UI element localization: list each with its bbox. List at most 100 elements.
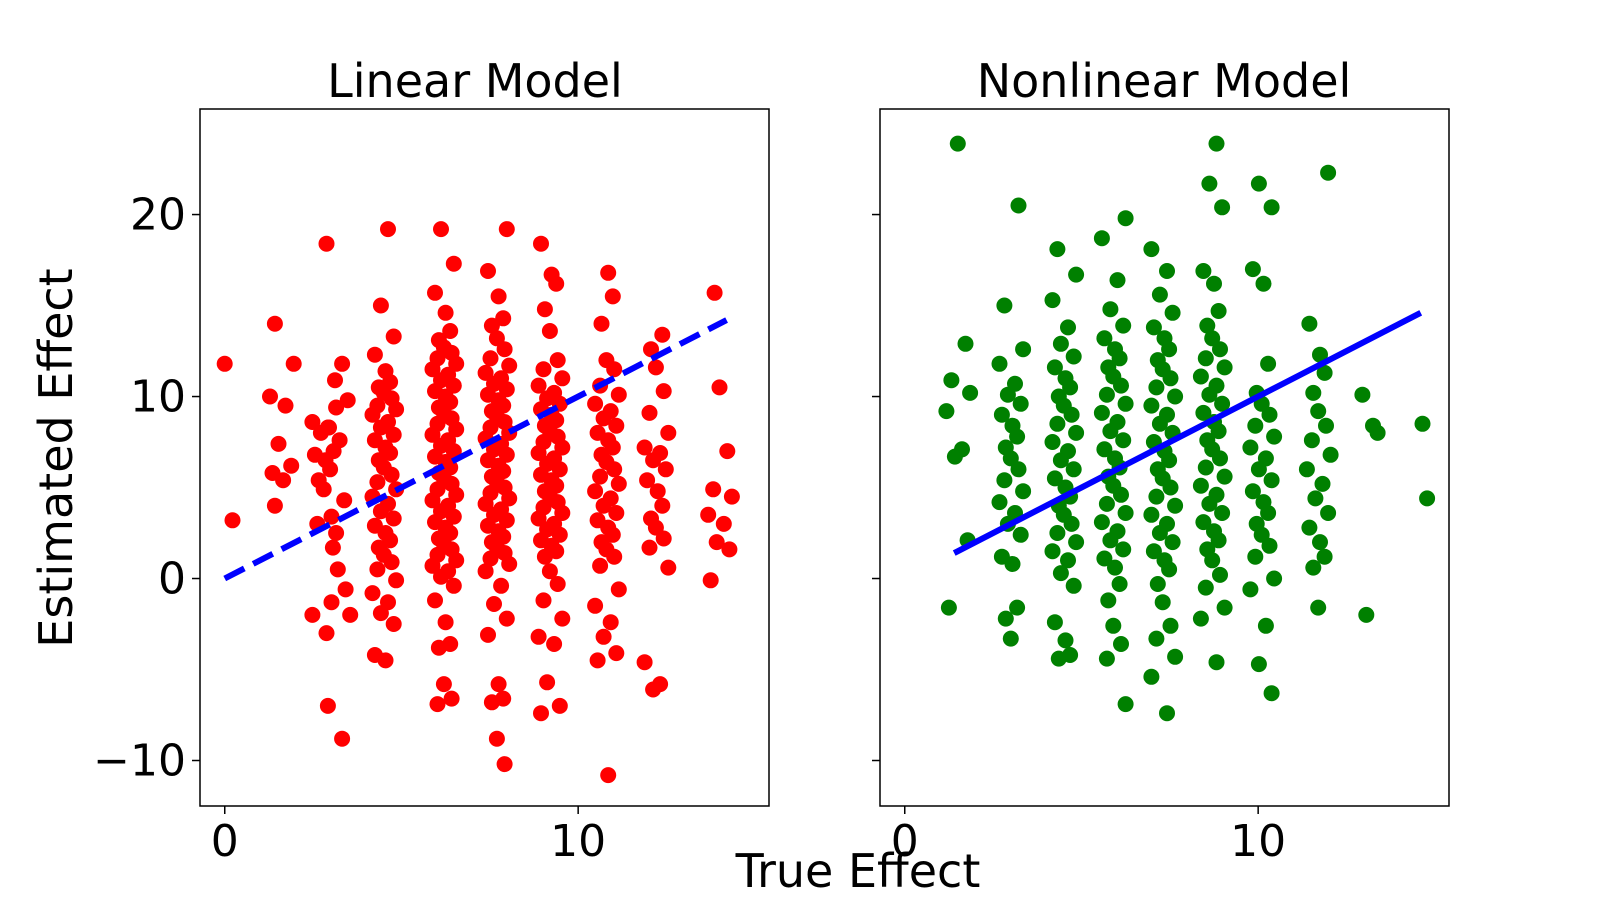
nonlinear-model-data-point	[1111, 576, 1128, 592]
linear-model-data-point	[377, 652, 394, 669]
nonlinear-model-data-point	[1204, 552, 1221, 569]
linear-model-data-point	[224, 512, 241, 529]
nonlinear-model-data-point	[1214, 395, 1231, 412]
linear-model-data-point	[498, 221, 515, 238]
nonlinear-model-data-point	[1115, 541, 1132, 558]
nonlinear-model-data-point	[1301, 315, 1318, 332]
linear-model-data-point	[533, 705, 549, 722]
nonlinear-model-data-point	[1312, 346, 1328, 363]
linear-model-data-point	[604, 288, 621, 305]
linear-model-data-point	[604, 439, 621, 456]
nonlinear-model-data-point	[1062, 379, 1079, 396]
nonlinear-model-data-point	[1303, 432, 1320, 449]
linear-model-y-tick-label: −10	[93, 736, 186, 787]
linear-model-data-point	[364, 406, 381, 423]
linear-model-data-point	[536, 548, 553, 565]
nonlinear-model-data-point	[1414, 415, 1431, 432]
nonlinear-model-data-point	[1192, 610, 1209, 627]
linear-model-data-point	[636, 654, 653, 671]
linear-model-data-point	[445, 443, 462, 460]
nonlinear-model-data-point	[1145, 543, 1162, 560]
nonlinear-model-data-point	[1113, 377, 1129, 394]
x-axis-label: True Effect	[735, 844, 981, 898]
linear-model-data-point	[501, 490, 518, 507]
linear-model-data-point	[262, 388, 278, 405]
nonlinear-model-data-point	[1044, 292, 1061, 309]
nonlinear-model-data-point	[1298, 461, 1315, 478]
linear-model-data-point	[655, 530, 672, 547]
linear-model-data-point	[535, 592, 552, 609]
nonlinear-model-data-point	[1192, 368, 1209, 385]
nonlinear-model-data-point	[1263, 685, 1280, 702]
nonlinear-model-data-point	[1065, 461, 1082, 478]
linear-model-data-point	[501, 357, 518, 374]
linear-model-data-point	[424, 361, 441, 378]
nonlinear-model-data-point	[999, 386, 1016, 403]
linear-model-data-point	[589, 652, 606, 669]
nonlinear-model-data-point	[1009, 428, 1026, 445]
nonlinear-model-data-point	[996, 297, 1013, 314]
linear-model-data-point	[448, 486, 465, 503]
linear-model-data-point	[496, 756, 513, 773]
nonlinear-model-data-point	[1244, 261, 1261, 278]
linear-model-data-point	[266, 315, 283, 332]
nonlinear-model-data-point	[1261, 406, 1278, 423]
linear-model-data-point	[324, 539, 341, 556]
linear-model-data-point	[275, 472, 292, 489]
nonlinear-model-data-point	[1052, 565, 1069, 582]
nonlinear-model-data-point	[1093, 230, 1110, 247]
linear-model-data-point	[445, 577, 462, 594]
nonlinear-model-data-point	[1322, 446, 1339, 463]
nonlinear-model-data-point	[1111, 350, 1128, 367]
nonlinear-model-data-point	[1242, 581, 1259, 598]
linear-model-data-point	[427, 284, 443, 301]
nonlinear-model-data-point	[1310, 403, 1327, 420]
linear-model-data-point	[482, 550, 499, 567]
nonlinear-model-data-point	[1098, 386, 1115, 403]
nonlinear-model-data-point	[1201, 175, 1218, 192]
nonlinear-model-data-point	[1143, 668, 1160, 685]
linear-model-data-point	[602, 614, 619, 631]
nonlinear-model-data-point	[1046, 614, 1063, 631]
nonlinear-model-data-point	[1010, 197, 1027, 214]
nonlinear-model-data-point	[940, 599, 957, 616]
nonlinear-model-data-point	[1167, 648, 1184, 665]
linear-model-data-point	[498, 381, 515, 398]
nonlinear-model-data-point	[1192, 477, 1209, 494]
linear-model-x-tick-label: 0	[211, 816, 239, 867]
linear-model-data-point	[498, 610, 515, 627]
linear-model-data-point	[606, 461, 623, 478]
nonlinear-model-data-point	[1201, 495, 1218, 512]
nonlinear-model-data-point	[1015, 341, 1032, 358]
nonlinear-model-data-point	[957, 335, 974, 352]
nonlinear-model-data-point	[1206, 275, 1222, 292]
nonlinear-model-data-point	[1216, 468, 1233, 485]
nonlinear-model-data-point	[1063, 515, 1080, 532]
y-axis-label: Estimated Effect	[29, 268, 83, 647]
nonlinear-model-data-point	[1358, 606, 1375, 623]
nonlinear-model-data-point	[1068, 534, 1085, 551]
linear-model-data-point	[608, 505, 625, 521]
linear-model-data-point	[592, 468, 609, 485]
linear-model-data-point	[427, 592, 443, 609]
nonlinear-model-data-point	[1102, 301, 1119, 318]
linear-model-data-point	[477, 495, 494, 512]
linear-model-data-point	[643, 341, 659, 358]
linear-model-data-point	[541, 323, 558, 339]
nonlinear-model-data-point	[1197, 579, 1214, 596]
linear-model-data-point	[319, 697, 336, 714]
nonlinear-model-data-point	[997, 610, 1014, 627]
nonlinear-model-data-point	[1419, 490, 1436, 507]
nonlinear-model-data-point	[1050, 650, 1067, 667]
linear-model-data-point	[285, 355, 302, 372]
nonlinear-model-title: Nonlinear Model	[977, 54, 1352, 108]
nonlinear-model-data-point	[1046, 359, 1063, 376]
linear-model-y-tick-label: 0	[158, 554, 186, 605]
linear-model-data-point	[530, 510, 547, 527]
linear-model-data-point	[493, 577, 510, 594]
nonlinear-model-data-point	[1113, 636, 1129, 652]
linear-model-data-point	[483, 694, 500, 711]
linear-model-data-point	[315, 481, 332, 498]
linear-model-data-point	[587, 483, 604, 500]
linear-model-data-point	[372, 503, 389, 520]
